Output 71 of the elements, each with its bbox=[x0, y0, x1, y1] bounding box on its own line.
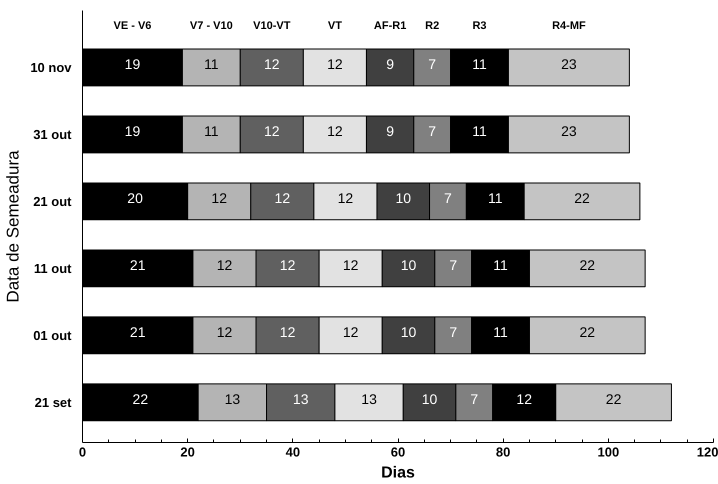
data-label: 12 bbox=[327, 123, 343, 140]
data-label: 11 bbox=[204, 123, 219, 140]
x-tick-label: 20 bbox=[180, 444, 195, 460]
data-label: 9 bbox=[386, 123, 394, 140]
data-label: 12 bbox=[264, 56, 280, 72]
data-label: 22 bbox=[580, 324, 596, 340]
data-label: 19 bbox=[124, 56, 140, 72]
data-label: 21 bbox=[130, 324, 146, 340]
data-label: 12 bbox=[280, 324, 296, 340]
data-label: 23 bbox=[561, 123, 577, 140]
y-tick-label: 11 out bbox=[34, 260, 72, 276]
data-label: 19 bbox=[124, 123, 140, 140]
data-label: 22 bbox=[606, 390, 622, 407]
data-label: 12 bbox=[342, 324, 359, 340]
x-tick-label: 40 bbox=[286, 444, 300, 460]
x-tick-label: 120 bbox=[696, 444, 718, 460]
x-tick-label: 0 bbox=[78, 444, 86, 460]
data-label: 11 bbox=[472, 123, 487, 140]
x-tick-label: 80 bbox=[496, 444, 510, 460]
series-label: V7 - V10 bbox=[190, 20, 233, 32]
data-label: 20 bbox=[127, 190, 144, 206]
data-label: 12 bbox=[216, 324, 232, 340]
data-label: 12 bbox=[280, 257, 296, 274]
data-label: 7 bbox=[444, 190, 452, 206]
data-label: 7 bbox=[428, 56, 436, 72]
series-label: V10-VT bbox=[253, 20, 291, 32]
data-label: 13 bbox=[224, 390, 240, 407]
data-label: 7 bbox=[428, 123, 436, 140]
data-label: 22 bbox=[574, 190, 590, 206]
x-axis-title: Dias bbox=[381, 464, 415, 482]
x-tick-label: 100 bbox=[597, 444, 620, 460]
data-label: 12 bbox=[338, 190, 354, 206]
data-label: 12 bbox=[516, 390, 532, 407]
data-label: 11 bbox=[493, 257, 508, 274]
y-tick-label: 01 out bbox=[33, 328, 72, 343]
data-label: 13 bbox=[292, 390, 309, 407]
y-tick-label: 21 out bbox=[33, 194, 72, 209]
data-label: 13 bbox=[361, 390, 378, 407]
series-label: VE - V6 bbox=[114, 20, 152, 32]
data-label: 10 bbox=[400, 324, 417, 340]
data-label: 7 bbox=[449, 257, 458, 274]
data-label: 10 bbox=[395, 190, 412, 206]
data-label: 12 bbox=[216, 257, 232, 274]
data-label: 22 bbox=[580, 257, 596, 274]
y-tick-label: 21 set bbox=[34, 394, 72, 410]
data-label: 12 bbox=[274, 190, 290, 206]
data-label: 9 bbox=[386, 56, 394, 72]
data-label: 12 bbox=[342, 257, 359, 274]
data-label: 11 bbox=[472, 56, 487, 72]
data-label: 11 bbox=[204, 56, 219, 72]
y-tick-label: 10 nov bbox=[30, 60, 72, 75]
data-label: 12 bbox=[211, 190, 228, 206]
data-label: 11 bbox=[488, 190, 503, 206]
data-label: 11 bbox=[493, 324, 508, 340]
data-label: 12 bbox=[264, 123, 280, 140]
data-label: 10 bbox=[422, 390, 438, 407]
y-tick-label: 31 out bbox=[33, 126, 72, 142]
data-label: 12 bbox=[327, 56, 343, 72]
data-label: 23 bbox=[561, 56, 577, 72]
x-tick-label: 60 bbox=[390, 444, 406, 460]
series-label: AF-R1 bbox=[374, 20, 406, 32]
y-axis-title: Data de Semeadura bbox=[3, 150, 22, 303]
data-label: 22 bbox=[132, 390, 148, 407]
data-label: 7 bbox=[470, 390, 478, 407]
data-label: 7 bbox=[449, 324, 458, 340]
data-label: 10 bbox=[400, 257, 417, 274]
series-label: VT bbox=[328, 20, 342, 32]
series-label: R3 bbox=[472, 20, 487, 32]
series-label: R2 bbox=[425, 20, 440, 32]
data-label: 21 bbox=[130, 257, 146, 274]
series-label: R4-MF bbox=[552, 20, 586, 32]
